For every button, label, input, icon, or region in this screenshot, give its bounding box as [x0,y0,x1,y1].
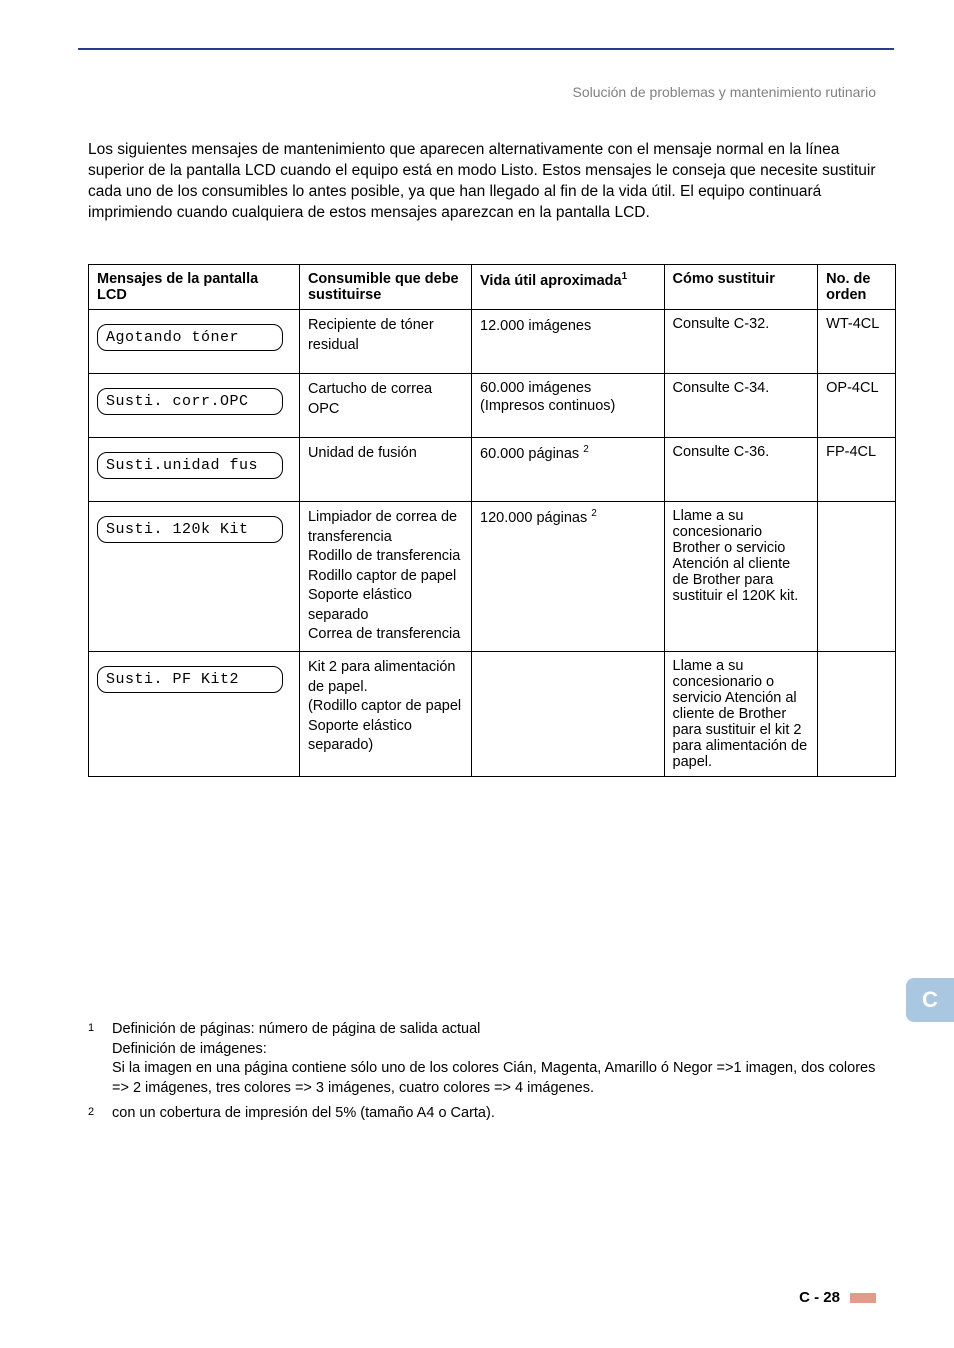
th-vida-text: Vida útil aproximada [480,273,622,289]
page-bar-icon [850,1293,876,1303]
th-lcd: Mensajes de la pantalla LCD [89,265,300,310]
vida-text: 60.000 páginas [480,446,583,462]
footnote-1: 1 Definición de páginas: número de págin… [88,1020,896,1098]
table-body: Agotando tóner Recipiente de tóner resid… [89,310,896,777]
cell-vida: 60.000 imágenes (Impresos continuos) [472,374,665,438]
cell-vida [472,651,665,776]
cell-orden: FP-4CL [818,438,896,502]
table-row: Susti. PF Kit2 Kit 2 para alimentación d… [89,651,896,776]
footnote-line: Si la imagen en una página contiene sólo… [112,1059,896,1098]
header-section-title: Solución de problemas y mantenimiento ru… [573,84,877,100]
cell-lcd: Susti.unidad fus [89,438,300,502]
lcd-message-box: Susti. corr.OPC [97,388,283,415]
cell-lcd: Agotando tóner [89,310,300,374]
cell-consumible: Cartucho de correa OPC [299,374,471,438]
cell-consumible: Kit 2 para alimentación de papel.(Rodill… [299,651,471,776]
th-consumible: Consumible que debe sustituirse [299,265,471,310]
vida-text: 12.000 imágenes [480,318,591,334]
footnote-line: Definición de imágenes: [112,1040,896,1060]
table-header-row: Mensajes de la pantalla LCD Consumible q… [89,265,896,310]
page-number-text: C - 28 [799,1289,840,1306]
table-row: Susti. 120k Kit Limpiador de correa de t… [89,502,896,652]
lcd-message-box: Susti.unidad fus [97,452,283,479]
footnotes-block: 1 Definición de páginas: número de págin… [88,1020,896,1130]
cell-orden: OP-4CL [818,374,896,438]
cell-como: Consulte C-34. [664,374,818,438]
cell-orden [818,651,896,776]
lcd-message-box: Agotando tóner [97,324,283,351]
cell-vida: 60.000 páginas 2 [472,438,665,502]
footnote-line: Definición de páginas: número de página … [112,1020,896,1040]
footnote-body: con un cobertura de impresión del 5% (ta… [112,1104,896,1124]
intro-paragraph: Los siguientes mensajes de mantenimiento… [88,140,896,224]
th-vida-sup: 1 [622,271,628,282]
table-row: Susti. corr.OPC Cartucho de correa OPC 6… [89,374,896,438]
cell-como: Llame a su concesionario o servicio Aten… [664,651,818,776]
page-number: C - 28 [799,1289,876,1306]
maintenance-table: Mensajes de la pantalla LCD Consumible q… [88,264,896,777]
footnote-num: 2 [88,1104,112,1124]
vida-text: 120.000 páginas [480,510,591,526]
vida-text: 60.000 imágenes (Impresos continuos) [480,380,615,414]
cell-lcd: Susti. corr.OPC [89,374,300,438]
cell-orden [818,502,896,652]
lcd-message-box: Susti. PF Kit2 [97,666,283,693]
cell-como: Consulte C-36. [664,438,818,502]
vida-sup: 2 [583,444,589,455]
footnote-2: 2 con un cobertura de impresión del 5% (… [88,1104,896,1124]
footnote-body: Definición de páginas: número de página … [112,1020,896,1098]
cell-como: Llame a su concesionario Brother o servi… [664,502,818,652]
cell-vida: 12.000 imágenes [472,310,665,374]
cell-lcd: Susti. PF Kit2 [89,651,300,776]
th-vida: Vida útil aproximada1 [472,265,665,310]
lcd-message-box: Susti. 120k Kit [97,516,283,543]
cell-vida: 120.000 páginas 2 [472,502,665,652]
table-row: Susti.unidad fus Unidad de fusión 60.000… [89,438,896,502]
cell-orden: WT-4CL [818,310,896,374]
cell-consumible: Limpiador de correa de transferenciaRodi… [299,502,471,652]
th-orden: No. de orden [818,265,896,310]
table-row: Agotando tóner Recipiente de tóner resid… [89,310,896,374]
th-como: Cómo sustituir [664,265,818,310]
cell-como: Consulte C-32. [664,310,818,374]
footnote-num: 1 [88,1020,112,1098]
cell-consumible: Unidad de fusión [299,438,471,502]
vida-sup: 2 [591,508,597,519]
section-tab: C [906,978,954,1022]
cell-lcd: Susti. 120k Kit [89,502,300,652]
cell-consumible: Recipiente de tóner residual [299,310,471,374]
top-rule [78,48,894,50]
